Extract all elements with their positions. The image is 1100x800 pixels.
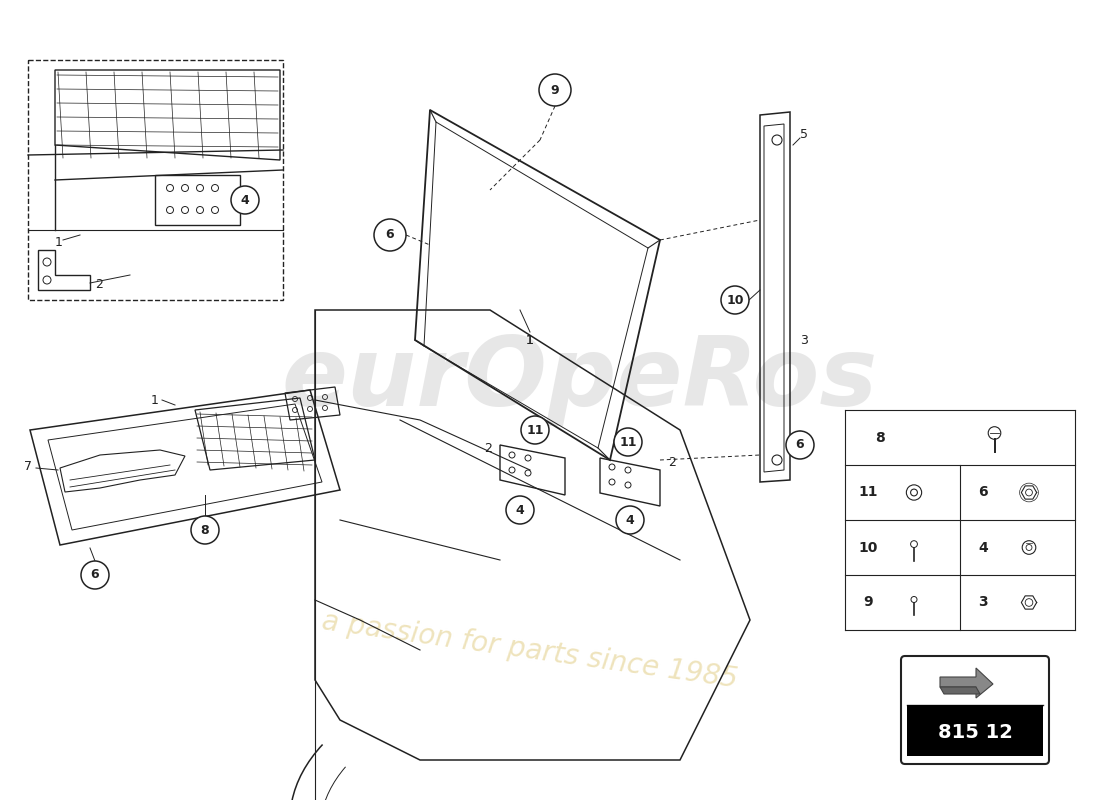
Text: 815 12: 815 12 (937, 722, 1012, 742)
Circle shape (616, 506, 644, 534)
Text: 3: 3 (800, 334, 807, 346)
Text: 9: 9 (551, 83, 559, 97)
Bar (28, 60, 283, 300)
Circle shape (614, 428, 642, 456)
Polygon shape (940, 668, 993, 698)
Text: 8: 8 (200, 523, 209, 537)
Text: 7: 7 (24, 461, 32, 474)
Text: 10: 10 (726, 294, 744, 306)
Text: 4: 4 (978, 541, 988, 554)
Bar (908, 705, 1043, 756)
Text: eurOpeRos: eurOpeRos (282, 334, 878, 426)
Text: 2: 2 (484, 442, 492, 455)
Circle shape (191, 516, 219, 544)
Text: 9: 9 (864, 595, 872, 610)
Circle shape (521, 416, 549, 444)
Circle shape (720, 286, 749, 314)
Text: a passion for parts since 1985: a passion for parts since 1985 (320, 607, 739, 693)
Text: 6: 6 (90, 569, 99, 582)
Circle shape (506, 496, 534, 524)
Circle shape (786, 431, 814, 459)
Text: 11: 11 (619, 435, 637, 449)
Text: 1: 1 (526, 334, 534, 346)
Polygon shape (940, 687, 980, 694)
Text: 10: 10 (858, 541, 878, 554)
Circle shape (539, 74, 571, 106)
Text: 6: 6 (386, 229, 394, 242)
Circle shape (374, 219, 406, 251)
Text: 2: 2 (668, 455, 675, 469)
Text: 1: 1 (151, 394, 158, 406)
Text: 3: 3 (978, 595, 988, 610)
Text: 6: 6 (978, 486, 988, 499)
Text: 4: 4 (241, 194, 250, 206)
FancyBboxPatch shape (901, 656, 1049, 764)
Text: 1: 1 (526, 334, 534, 346)
Text: 11: 11 (858, 486, 878, 499)
Circle shape (81, 561, 109, 589)
Text: 4: 4 (516, 503, 525, 517)
Text: 6: 6 (795, 438, 804, 451)
Text: 8: 8 (874, 430, 884, 445)
Circle shape (231, 186, 258, 214)
Text: 4: 4 (626, 514, 635, 526)
Text: 2: 2 (95, 278, 103, 291)
Text: 1: 1 (55, 237, 63, 250)
Text: 5: 5 (800, 129, 808, 142)
Text: 11: 11 (526, 423, 543, 437)
